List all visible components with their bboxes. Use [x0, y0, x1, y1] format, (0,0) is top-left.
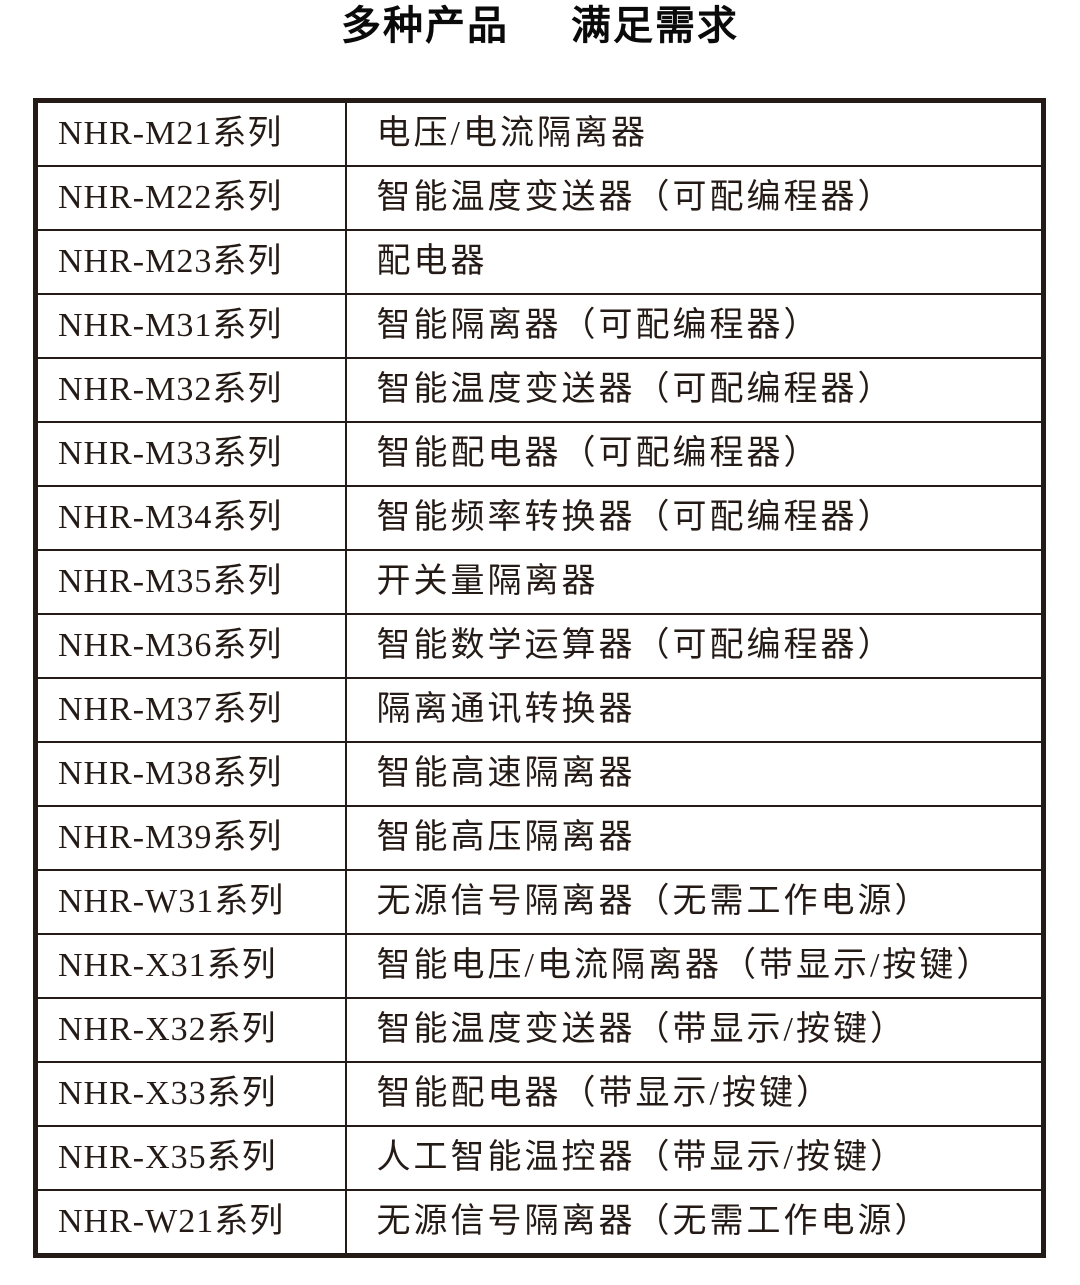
description-cell: 智能电压/电流隔离器（带显示/按键）	[344, 933, 1045, 999]
table-row: NHR-X31系列 智能电压/电流隔离器（带显示/按键）	[34, 933, 1045, 999]
table-row: NHR-X32系列 智能温度变送器（带显示/按键）	[34, 997, 1045, 1063]
description-cell: 智能配电器（带显示/按键）	[344, 1061, 1045, 1127]
table-row: NHR-M31系列 智能隔离器（可配编程器）	[34, 293, 1045, 359]
description-cell: 智能高压隔离器	[344, 805, 1045, 871]
product-table-body: NHR-M21系列 电压/电流隔离器 NHR-M22系列 智能温度变送器（可配编程器）…	[34, 99, 1045, 1257]
table-row: NHR-X33系列 智能配电器（带显示/按键）	[34, 1061, 1045, 1127]
table-row: NHR-W21系列 无源信号隔离器（无需工作电源）	[34, 1189, 1045, 1257]
table-row: NHR-M37系列 隔离通讯转换器	[34, 677, 1045, 743]
product-table: NHR-M21系列 电压/电流隔离器 NHR-M22系列 智能温度变送器（可配编程器）…	[33, 98, 1046, 1258]
page-title-part2: 满足需求	[571, 4, 739, 48]
description-cell: 隔离通讯转换器	[344, 677, 1045, 743]
description-cell: 智能高速隔离器	[344, 741, 1045, 807]
description-cell: 智能频率转换器（可配编程器）	[344, 485, 1045, 551]
table-row: NHR-M38系列 智能高速隔离器	[34, 741, 1045, 807]
series-cell: NHR-X33系列	[34, 1061, 347, 1127]
series-cell: NHR-M34系列	[34, 485, 347, 551]
table-row: NHR-M21系列 电压/电流隔离器	[34, 99, 1045, 167]
series-cell: NHR-M38系列	[34, 741, 347, 807]
table-row: NHR-M33系列 智能配电器（可配编程器）	[34, 421, 1045, 487]
series-cell: NHR-M37系列	[34, 677, 347, 743]
series-cell: NHR-X31系列	[34, 933, 347, 999]
table-row: NHR-M35系列 开关量隔离器	[34, 549, 1045, 615]
description-cell: 开关量隔离器	[344, 549, 1045, 615]
table-row: NHR-M22系列 智能温度变送器（可配编程器）	[34, 165, 1045, 231]
series-cell: NHR-M33系列	[34, 421, 347, 487]
table-row: NHR-M23系列 配电器	[34, 229, 1045, 295]
page-title: 多种产品 满足需求	[0, 0, 1080, 50]
description-cell: 人工智能温控器（带显示/按键）	[344, 1125, 1045, 1191]
description-cell: 电压/电流隔离器	[344, 99, 1045, 167]
series-cell: NHR-M32系列	[34, 357, 347, 423]
series-cell: NHR-M21系列	[34, 99, 347, 167]
table-row: NHR-X35系列 人工智能温控器（带显示/按键）	[34, 1125, 1045, 1191]
description-cell: 智能隔离器（可配编程器）	[344, 293, 1045, 359]
description-cell: 智能温度变送器（可配编程器）	[344, 165, 1045, 231]
series-cell: NHR-M31系列	[34, 293, 347, 359]
table-row: NHR-M39系列 智能高压隔离器	[34, 805, 1045, 871]
series-cell: NHR-X32系列	[34, 997, 347, 1063]
description-cell: 无源信号隔离器（无需工作电源）	[344, 869, 1045, 935]
description-cell: 智能温度变送器（可配编程器）	[344, 357, 1045, 423]
series-cell: NHR-M23系列	[34, 229, 347, 295]
description-cell: 智能温度变送器（带显示/按键）	[344, 997, 1045, 1063]
table-row: NHR-W31系列 无源信号隔离器（无需工作电源）	[34, 869, 1045, 935]
series-cell: NHR-M36系列	[34, 613, 347, 679]
table-row: NHR-M32系列 智能温度变送器（可配编程器）	[34, 357, 1045, 423]
description-cell: 配电器	[344, 229, 1045, 295]
series-cell: NHR-M22系列	[34, 165, 347, 231]
description-cell: 智能数学运算器（可配编程器）	[344, 613, 1045, 679]
table-row: NHR-M34系列 智能频率转换器（可配编程器）	[34, 485, 1045, 551]
series-cell: NHR-M39系列	[34, 805, 347, 871]
series-cell: NHR-W31系列	[34, 869, 347, 935]
description-cell: 智能配电器（可配编程器）	[344, 421, 1045, 487]
description-cell: 无源信号隔离器（无需工作电源）	[344, 1189, 1045, 1257]
series-cell: NHR-X35系列	[34, 1125, 347, 1191]
table-row: NHR-M36系列 智能数学运算器（可配编程器）	[34, 613, 1045, 679]
series-cell: NHR-M35系列	[34, 549, 347, 615]
page-title-part1: 多种产品	[341, 4, 509, 48]
series-cell: NHR-W21系列	[34, 1189, 347, 1257]
